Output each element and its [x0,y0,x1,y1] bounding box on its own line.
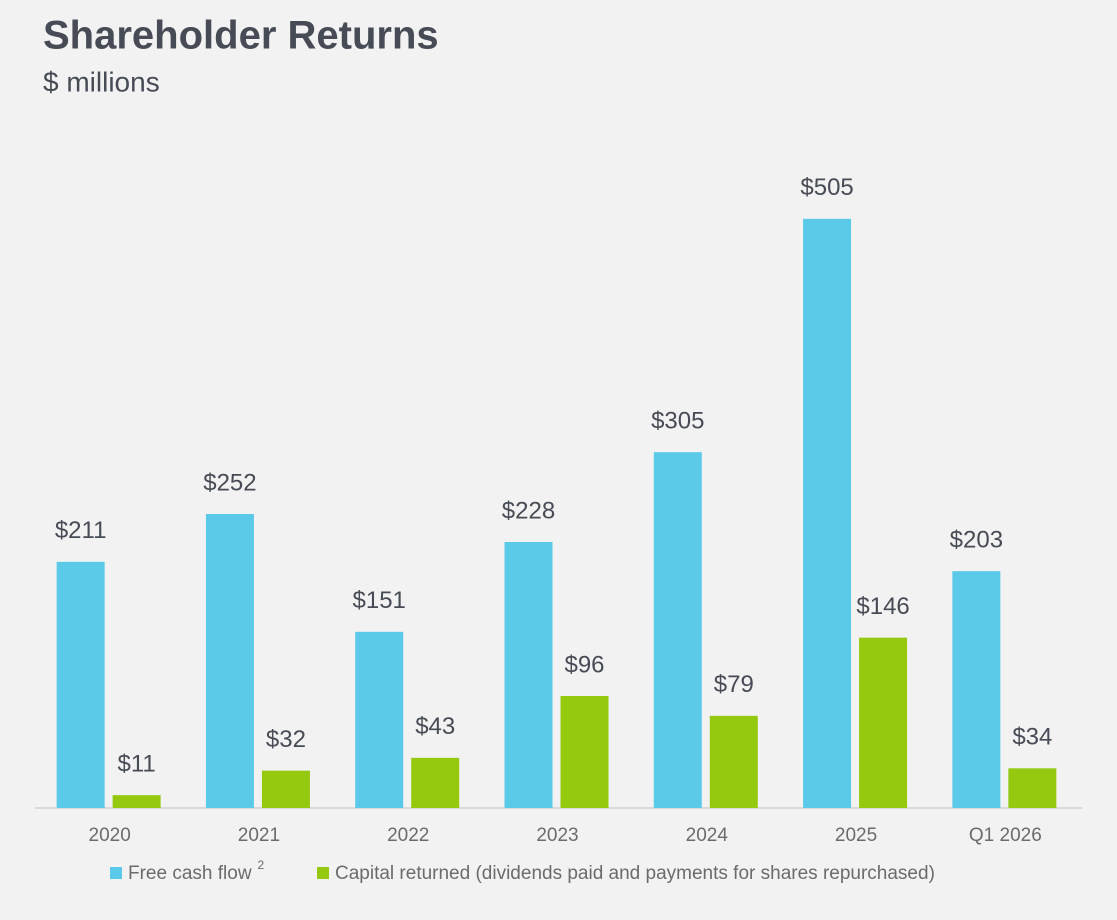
x-tick-label: 2022 [387,825,429,846]
chart-title: Shareholder Returns [43,14,439,58]
x-tick-label: 2024 [686,825,729,846]
bar [411,757,460,808]
data-label: $32 [266,726,306,753]
x-tick-label: Q1 2026 [969,825,1042,846]
x-tick-label: 2025 [835,825,877,846]
chart-subtitle: $ millions [43,66,160,97]
bar [859,637,908,808]
bar [709,715,758,808]
legend-label: Free cash flow [128,863,252,884]
bar [952,571,1001,808]
data-label: $305 [651,408,704,435]
legend-swatch [317,867,329,879]
x-tick-label: 2023 [536,825,578,846]
bar [261,770,310,808]
bar [803,218,852,809]
legend-footnote: 2 [258,858,265,872]
bar [653,452,702,808]
x-tick-label: 2021 [238,825,280,846]
bar [355,631,404,808]
legend-label: Capital returned (dividends paid and pay… [335,863,935,884]
data-label: $505 [800,174,853,201]
data-label: $252 [203,469,256,496]
data-label: $203 [950,527,1003,554]
data-label: $96 [564,651,604,678]
x-tick-label: 2020 [89,825,131,846]
legend-swatch [110,867,122,879]
bar [560,696,609,808]
bar [504,542,553,808]
data-label: $211 [55,517,107,544]
bar [1008,768,1057,808]
bar [205,514,254,808]
bar [56,561,105,808]
data-label: $228 [502,497,555,524]
data-label: $79 [714,671,754,698]
data-label: $34 [1012,724,1052,751]
bar [112,795,161,808]
data-label: $151 [353,587,406,614]
data-label: $11 [118,751,156,778]
data-label: $43 [415,713,455,740]
data-label: $146 [856,593,909,620]
